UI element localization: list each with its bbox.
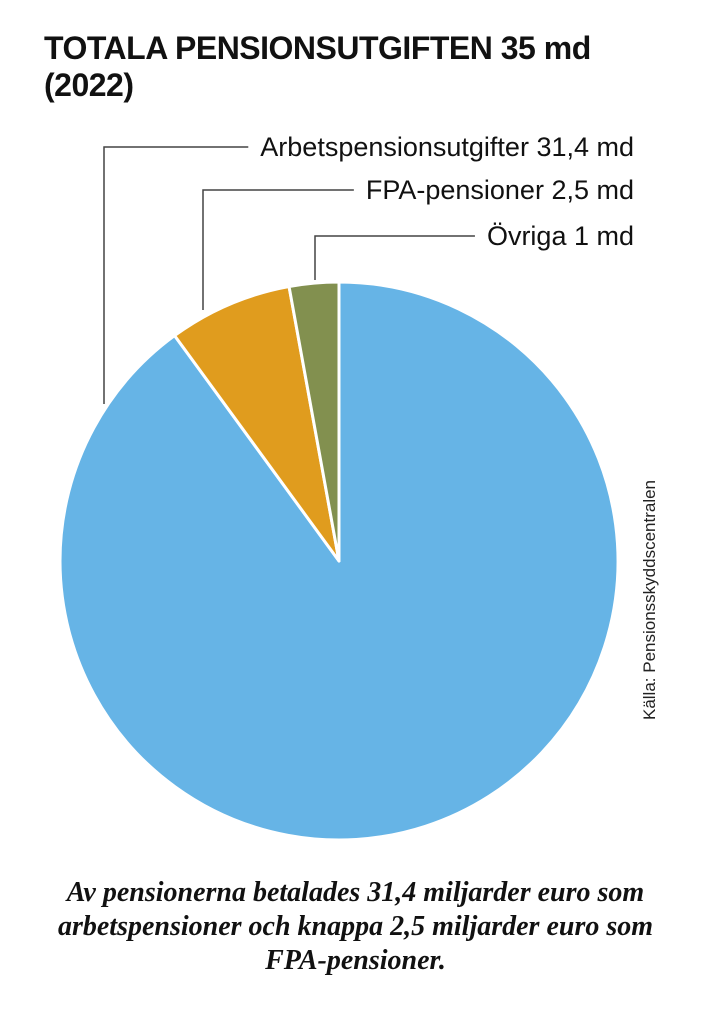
chart-caption: Av pensionerna betalades 31,4 miljarder … <box>57 877 654 976</box>
pie-slice-vriga <box>287 280 341 563</box>
pie-slice-fpa-pensioner <box>173 285 341 563</box>
leader-line-arbetspensionsutgifter <box>103 146 249 404</box>
leader-line-vriga <box>314 235 475 280</box>
source-note: Källa: Pensionsskyddscentralen <box>640 479 659 721</box>
slice-label-arbetspensionsutgifter: Arbetspensionsutgifter 31,4 md <box>260 132 634 162</box>
slice-label-fpa-pensioner: FPA-pensioner 2,5 md <box>366 175 634 205</box>
chart-title: TOTALA PENSIONSUTGIFTEN 35 md (2022) <box>44 30 591 103</box>
slice-label-vriga: Övriga 1 md <box>487 221 634 251</box>
leader-line-fpa-pensioner <box>202 189 354 310</box>
